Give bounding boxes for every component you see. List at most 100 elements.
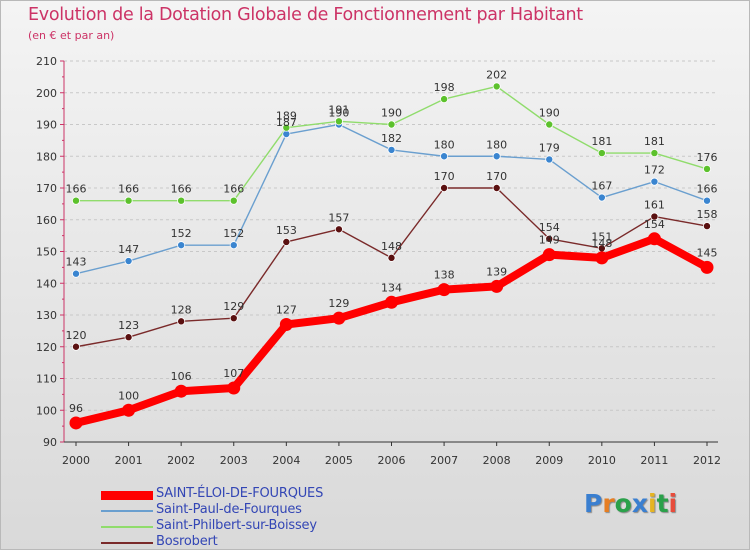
data-label: 152 [223, 227, 244, 240]
data-point [177, 196, 186, 205]
data-label: 189 [276, 110, 297, 123]
data-point [545, 234, 554, 243]
legend-label: Saint-Paul-de-Fourques [156, 502, 302, 517]
data-label: 198 [434, 81, 455, 94]
data-label: 182 [381, 132, 402, 145]
x-tick-label: 2002 [167, 454, 195, 467]
data-label: 170 [486, 170, 507, 183]
data-point [650, 212, 659, 221]
y-tick-label: 90 [43, 436, 57, 449]
data-label: 157 [328, 211, 349, 224]
x-tick-label: 2012 [693, 454, 721, 467]
data-point [492, 82, 501, 91]
data-point [387, 145, 396, 154]
data-point [650, 149, 659, 158]
data-label: 190 [539, 107, 560, 120]
data-point [703, 196, 712, 205]
logo-letter: i [648, 489, 657, 518]
data-point [440, 152, 449, 161]
chart-title: Evolution de la Dotation Globale de Fonc… [28, 5, 583, 25]
y-tick-label: 190 [36, 119, 57, 132]
data-label: 100 [118, 389, 139, 402]
data-label: 191 [328, 103, 349, 116]
data-point [72, 342, 81, 351]
data-label: 148 [381, 240, 402, 253]
data-label: 172 [644, 164, 665, 177]
data-label: 139 [486, 265, 507, 278]
logo-letter: t [656, 489, 669, 518]
data-point [437, 283, 451, 297]
x-tick-label: 2009 [535, 454, 563, 467]
data-point [124, 257, 133, 266]
data-point [650, 177, 659, 186]
logo-letter: x [631, 489, 648, 518]
y-tick-label: 200 [36, 87, 57, 100]
data-point [334, 117, 343, 126]
data-label: 190 [328, 107, 349, 120]
series-line-0 [72, 234, 711, 427]
data-label: 187 [276, 116, 297, 129]
data-label: 129 [328, 297, 349, 310]
data-label: 167 [591, 180, 612, 193]
y-tick-label: 170 [36, 182, 57, 195]
data-point [229, 314, 238, 323]
data-point [545, 120, 554, 129]
logo-letter: P [584, 489, 603, 518]
x-tick-label: 2008 [483, 454, 511, 467]
x-tick-label: 2011 [640, 454, 668, 467]
logo-letter: i [668, 489, 678, 518]
data-label: 147 [118, 243, 139, 256]
data-point [542, 248, 556, 262]
data-label: 96 [69, 402, 83, 415]
data-point [174, 384, 188, 398]
data-label: 158 [697, 208, 718, 221]
data-point [282, 123, 291, 132]
data-label: 179 [539, 141, 560, 154]
x-tick-label: 2000 [62, 454, 90, 467]
chart-subtitle: (en € et par an) [28, 29, 115, 42]
y-tick-label: 110 [36, 373, 57, 386]
data-label: 138 [434, 269, 455, 282]
legend-label: Saint-Philbert-sur-Boissey [156, 518, 317, 533]
data-point [177, 241, 186, 250]
data-label: 148 [591, 237, 612, 250]
data-label: 190 [381, 107, 402, 120]
y-tick-label: 100 [36, 404, 57, 417]
data-point [332, 311, 346, 325]
data-point [72, 196, 81, 205]
data-point [703, 222, 712, 231]
data-label: 152 [171, 227, 192, 240]
x-tick-label: 2006 [378, 454, 406, 467]
data-label: 166 [66, 183, 87, 196]
data-point [177, 317, 186, 326]
x-tick-label: 2005 [325, 454, 353, 467]
data-point [334, 225, 343, 234]
data-label: 176 [697, 151, 718, 164]
data-label: 170 [434, 170, 455, 183]
data-point [279, 318, 293, 332]
x-tick-label: 2001 [115, 454, 143, 467]
x-tick-label: 2010 [588, 454, 616, 467]
logo-letter: r [602, 489, 615, 518]
x-tick-label: 2004 [272, 454, 300, 467]
data-point [122, 403, 136, 417]
x-tick-label: 2003 [220, 454, 248, 467]
data-label: 145 [697, 246, 718, 259]
data-label: 134 [381, 281, 402, 294]
data-point [440, 95, 449, 104]
data-point [703, 164, 712, 173]
data-point [385, 295, 398, 309]
data-point [597, 193, 606, 202]
y-tick-label: 140 [36, 277, 57, 290]
data-label: 181 [591, 135, 612, 148]
data-point [492, 152, 501, 161]
data-point [387, 120, 396, 129]
data-label: 202 [486, 68, 507, 81]
data-label: 166 [697, 183, 718, 196]
logo-letter: o [614, 489, 632, 518]
legend-swatch [101, 542, 153, 544]
data-label: 143 [66, 256, 87, 269]
legend-label: Bosrobert [156, 534, 218, 549]
x-tick-label: 2007 [430, 454, 458, 467]
